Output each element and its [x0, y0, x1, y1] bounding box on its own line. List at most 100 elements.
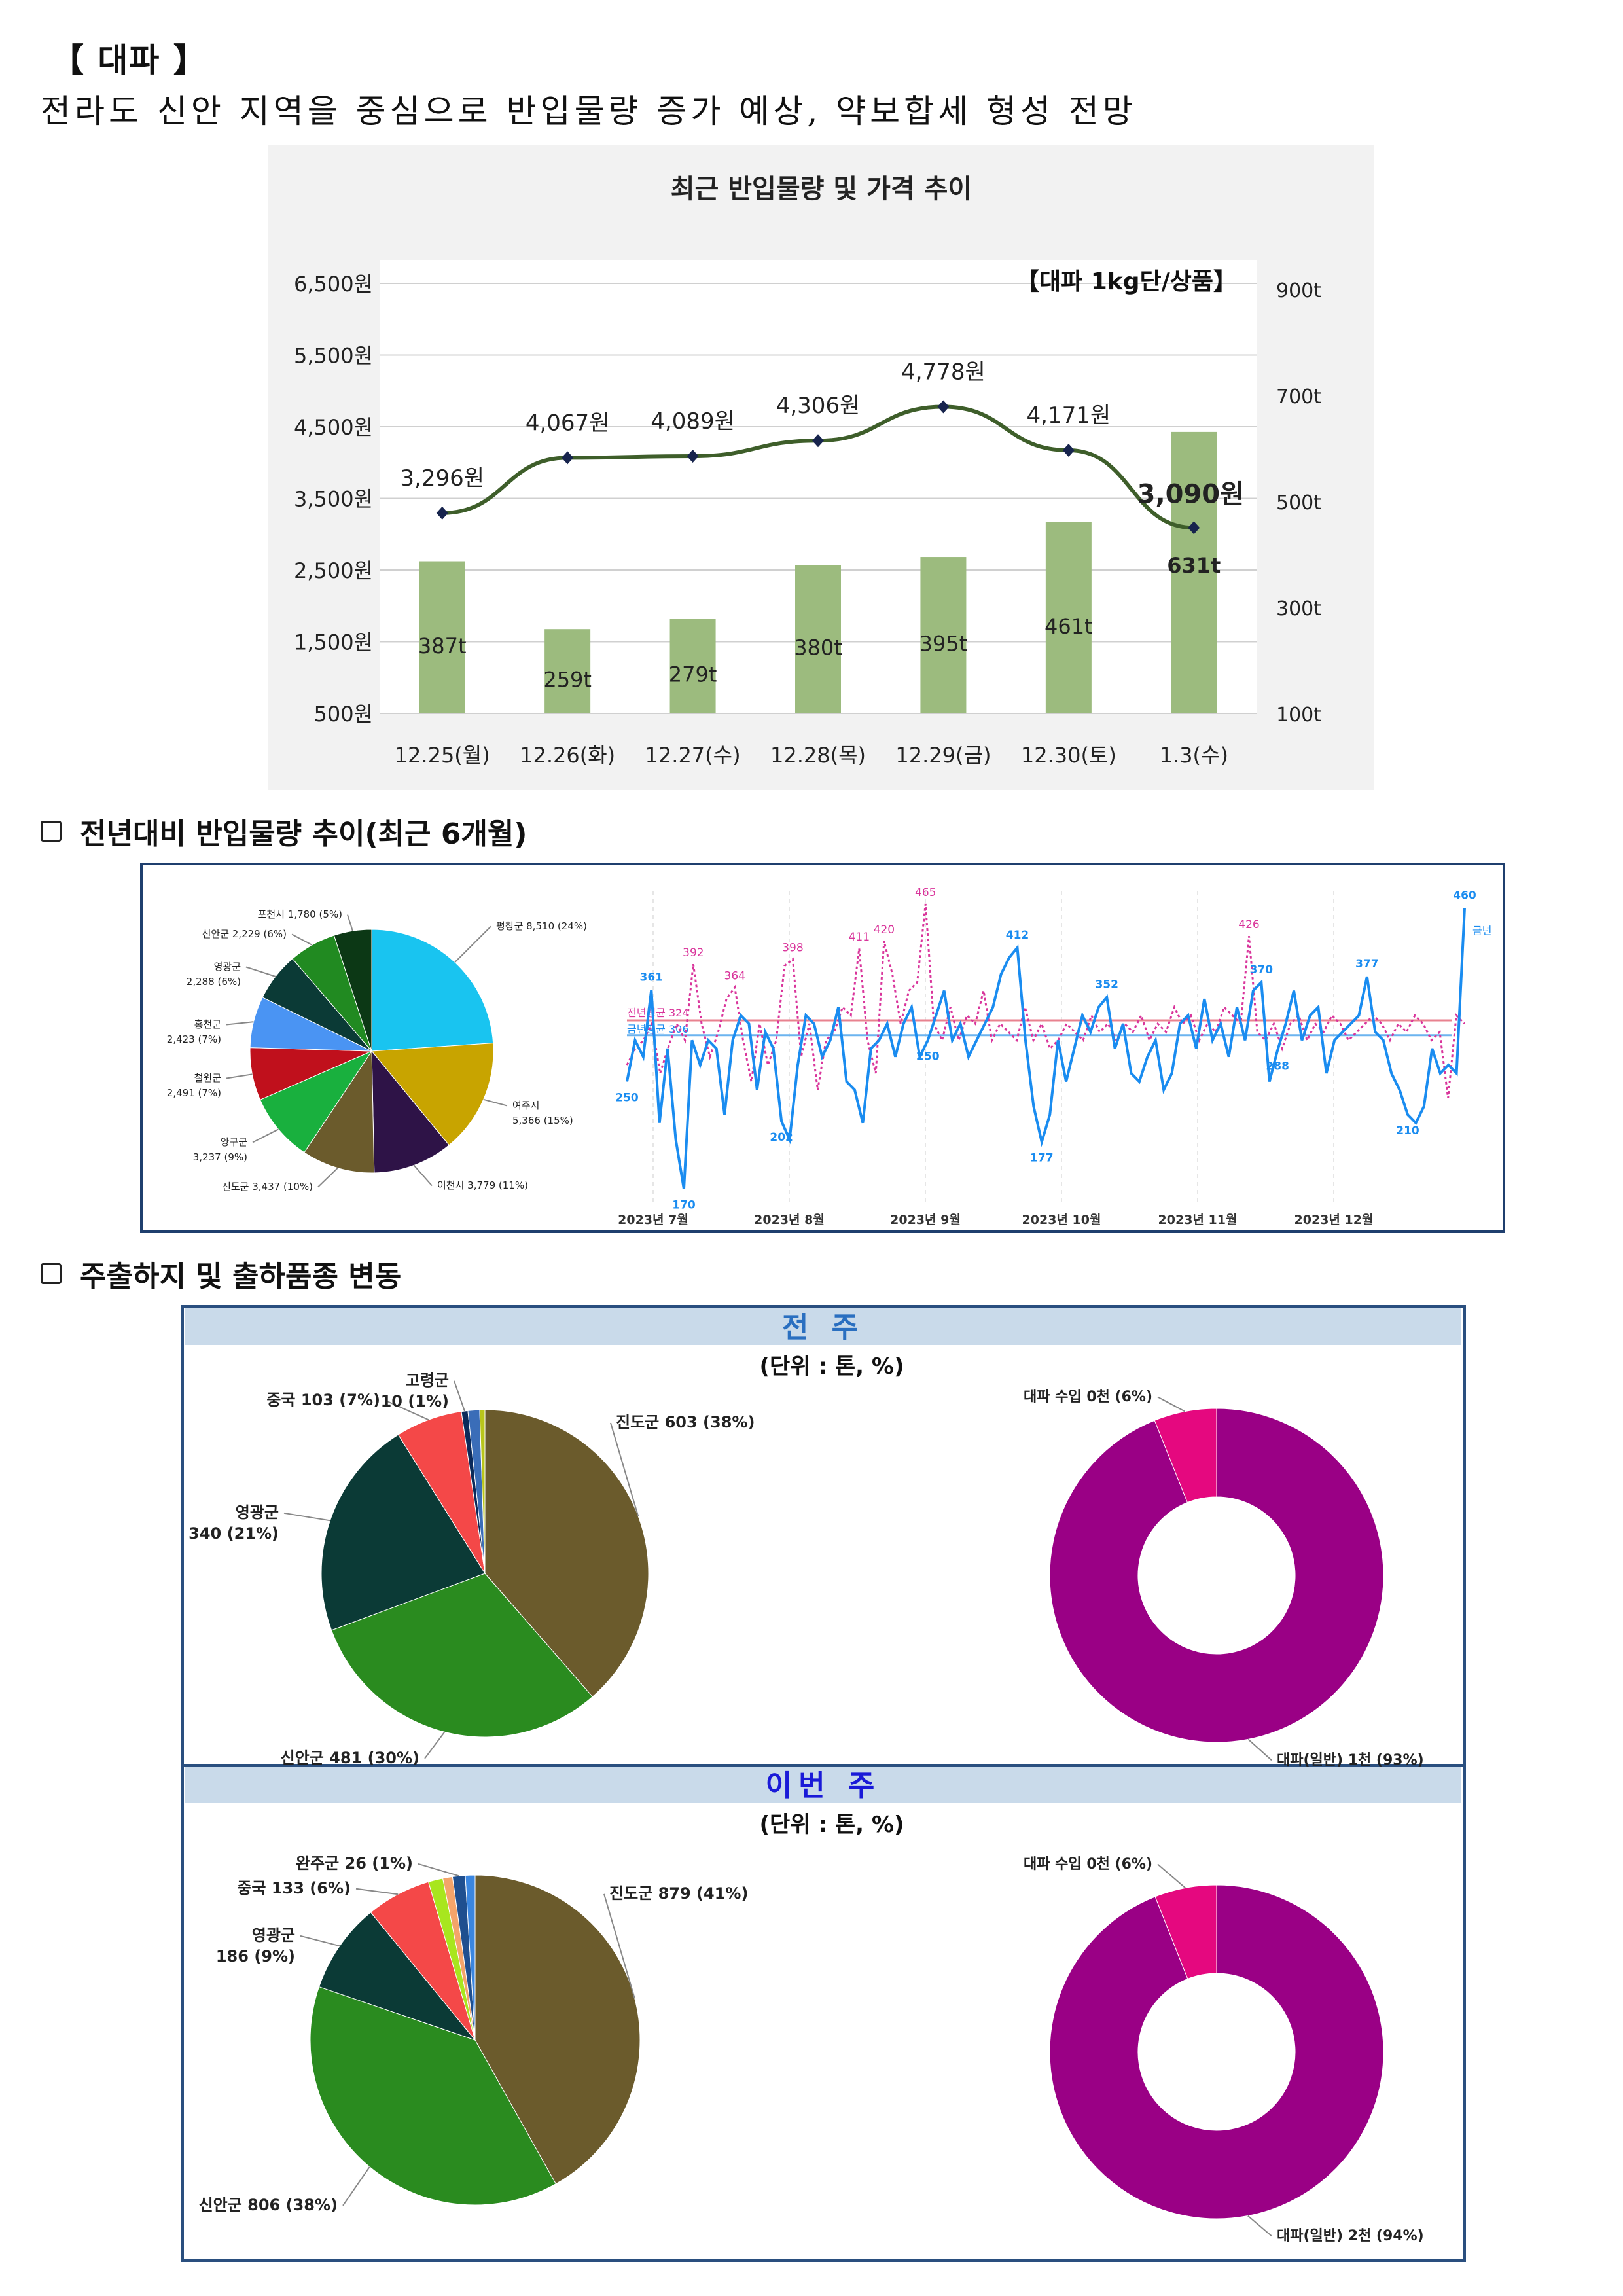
callout-line	[610, 1422, 639, 1516]
data-label: 202	[770, 1131, 793, 1144]
callout-line	[283, 1512, 330, 1522]
slice-label: 진도군 879 (41%)	[609, 1884, 748, 1903]
x-tick-label: 2023년 11월	[1158, 1213, 1238, 1227]
price-label: 4,089원	[651, 408, 735, 435]
callout-line	[1157, 1396, 1186, 1412]
pie-slice	[318, 1912, 476, 2041]
y-right-tick-label: 700t	[1276, 386, 1321, 408]
y-right-tick-label: 300t	[1276, 598, 1321, 620]
slice-label: 포천시 1,780 (5%)	[258, 908, 342, 920]
price-volume-chart: 최근 반입물량 및 가격 추이 6,500원 5,500원 4,500원 3,500원 2…	[268, 145, 1374, 790]
callout-line	[385, 1399, 429, 1421]
callout-line	[291, 933, 313, 946]
bar	[1045, 522, 1092, 713]
slice-label: 2,423 (7%)	[167, 1033, 221, 1045]
callout-line	[1247, 1738, 1272, 1761]
price-marker	[436, 506, 448, 520]
slice-label: 영광군	[214, 961, 241, 973]
donut-slice	[1049, 1408, 1384, 1743]
slice-label: 신안군 806 (38%)	[199, 2196, 338, 2214]
price-label: 4,171원	[1027, 403, 1111, 429]
section-heading-origin: 주출하지 및 출하품종 변동	[41, 1253, 401, 1295]
pie-slice	[330, 1573, 594, 1738]
slice-label: 2,288 (6%)	[187, 976, 241, 988]
bar	[419, 561, 465, 713]
y-left-tick-label: 2,500원	[294, 558, 373, 583]
data-label: 210	[1396, 1124, 1419, 1138]
x-tick-label: 12.26(화)	[520, 743, 615, 768]
slice-label: 영광군	[236, 1503, 279, 1522]
price-marker	[1062, 444, 1075, 457]
slice-label: 186 (9%)	[216, 1947, 295, 1965]
data-label: 364	[724, 970, 745, 983]
section-heading-yoy-label: 전년대비 반입물량 추이(최근 6개월)	[80, 817, 527, 851]
slice-label: 완주군 26 (1%)	[296, 1854, 413, 1873]
callout-line	[355, 1888, 399, 1895]
legend-label: 금년	[1472, 924, 1491, 937]
panel-header: 전 주	[782, 1311, 865, 1344]
x-tick-label: 2023년 10월	[1022, 1213, 1101, 1227]
legend-label: 전년평균 324	[627, 1007, 689, 1019]
chart-note: 【대파 1kg단/상품】	[1016, 268, 1237, 295]
x-tick-label: 12.25(월)	[395, 743, 490, 768]
callout-line	[226, 1021, 254, 1026]
panel-header: 이번 주	[766, 1769, 882, 1803]
y-right-tick-label: 500t	[1276, 492, 1321, 514]
panel-header-bg	[185, 1767, 1461, 1803]
pie-slice	[371, 929, 494, 1052]
price-label: 3,296원	[400, 465, 484, 492]
slice-label: 철원군	[194, 1072, 222, 1084]
callout-line	[454, 925, 491, 963]
callout-line	[300, 1935, 340, 1947]
data-label: 288	[1266, 1060, 1289, 1073]
price-marker	[812, 434, 824, 448]
slice-label: 2,491 (7%)	[167, 1087, 221, 1099]
slice-label: 340 (21%)	[188, 1524, 279, 1543]
slice-label: 신안군 2,229 (6%)	[202, 928, 287, 940]
checkbox-icon	[41, 821, 62, 842]
y-left-tick-label: 500원	[313, 702, 373, 726]
x-tick-label: 2023년 12월	[1294, 1213, 1374, 1227]
x-tick-label: 12.28(목)	[770, 743, 866, 768]
data-label: 412	[1006, 929, 1029, 942]
price-label: 3,090원	[1137, 479, 1244, 509]
pie-slice	[371, 1050, 450, 1174]
bar-label: 279t	[669, 662, 717, 687]
data-label: 170	[672, 1199, 696, 1212]
price-marker	[937, 400, 950, 414]
callout-line	[342, 2166, 370, 2206]
page-subtitle: 전라도 신안 지역을 중심으로 반입물량 증가 예상, 약보합세 형성 전망	[41, 92, 1137, 130]
yoy-volume-panel: 평창군 8,510 (24%) 여주시 5,366 (15%) 이천시 3,779 (…	[140, 863, 1505, 1233]
bar	[1171, 431, 1217, 713]
data-label: 411	[849, 931, 870, 944]
x-tick-label: 12.29(금)	[895, 743, 991, 768]
y-right-tick-label: 100t	[1276, 704, 1321, 726]
price-marker	[562, 451, 574, 465]
data-label: 250	[916, 1050, 940, 1063]
slice-label: 중국 103 (7%)	[266, 1391, 380, 1409]
data-label: 370	[1250, 963, 1274, 977]
slice-label: 대파 수입 0천 (6%)	[1024, 1389, 1152, 1405]
bar-label: 461t	[1044, 614, 1093, 639]
y-left-tick-label: 5,500원	[294, 344, 373, 368]
callout-line	[226, 1073, 253, 1079]
price-label: 4,306원	[776, 393, 861, 419]
data-label: 352	[1095, 978, 1118, 992]
slice-label: 영광군	[252, 1926, 295, 1945]
bar-label: 395t	[919, 632, 968, 656]
slice-label: 신안군 481 (30%)	[281, 1749, 419, 1767]
bar-label: 259t	[543, 668, 592, 692]
data-label: 460	[1453, 889, 1476, 902]
price-volume-svg: 최근 반입물량 및 가격 추이 6,500원 5,500원 4,500원 3,500원 2…	[294, 174, 1321, 768]
slice-label: 진도군 3,437 (10%)	[222, 1181, 313, 1193]
bar-label: 380t	[794, 636, 842, 660]
bar	[795, 565, 841, 713]
origin-variety-svg: 전 주 (단위 : 톤, %) 이번 주 (단위 : 톤, %) 진도군 603 (38…	[184, 1308, 1463, 2244]
data-label: 392	[683, 946, 704, 960]
y-left-tick-label: 6,500원	[294, 272, 373, 296]
callout-line	[347, 914, 353, 931]
x-tick-label: 2023년 8월	[754, 1213, 825, 1227]
data-label: 426	[1238, 918, 1259, 931]
slice-label: 대파(일반) 1천 (93%)	[1277, 1752, 1424, 1768]
section-heading-origin-label: 주출하지 및 출하품종 변동	[80, 1260, 402, 1293]
